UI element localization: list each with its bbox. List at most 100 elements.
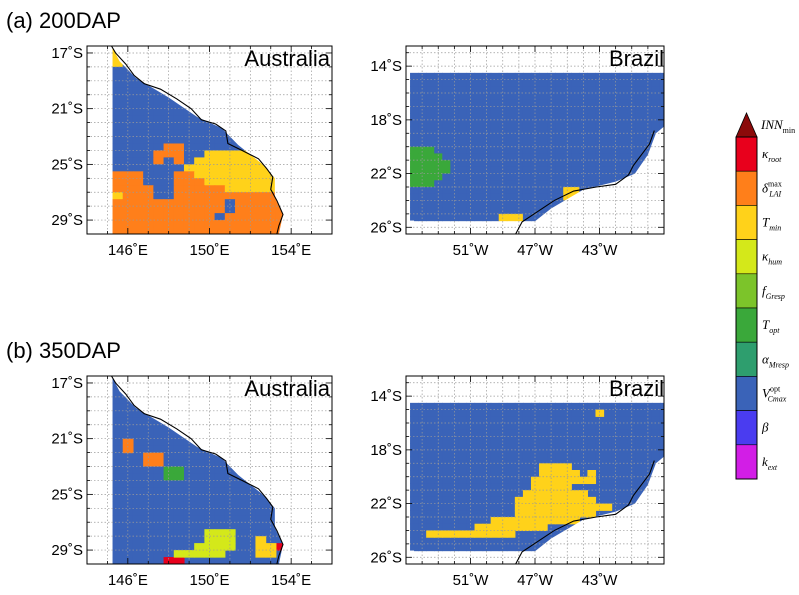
grid-cell [418, 173, 427, 181]
grid-cell [132, 459, 144, 468]
grid-cell [122, 136, 134, 145]
grid-cell [490, 543, 500, 552]
grid-cell [153, 536, 165, 544]
grid-cell [506, 153, 516, 161]
grid-cell [426, 463, 435, 471]
grid-cell [587, 423, 597, 431]
grid-cell [410, 207, 419, 215]
grid-cell [458, 140, 468, 148]
grid-cell [163, 220, 175, 228]
grid-cell [603, 140, 613, 148]
grid-cell [163, 536, 175, 544]
grid-cell [522, 537, 532, 545]
grid-cell [163, 171, 175, 179]
grid-cell [214, 529, 226, 537]
grid-cell [122, 192, 134, 200]
grid-cell [235, 515, 246, 523]
grid-cell [163, 129, 175, 138]
grid-cell [474, 402, 484, 411]
grid-cell [132, 108, 144, 117]
grid-cell [547, 402, 556, 411]
grid-cell [498, 470, 508, 478]
grid-cell [153, 136, 165, 145]
grid-cell [490, 213, 500, 222]
grid-cell [619, 449, 629, 458]
y-tick-label: 18˚S [370, 442, 402, 459]
grid-cell [595, 86, 605, 94]
grid-cell [132, 473, 144, 482]
grid-cell [410, 153, 419, 161]
grid-cell [255, 206, 267, 214]
grid-cell [418, 503, 427, 511]
grid-cell [358, 192, 369, 200]
grid-cell [426, 133, 435, 141]
grid-cell [514, 133, 524, 141]
grid-cell [418, 140, 427, 148]
grid-cell [611, 490, 621, 498]
grid-cell [595, 402, 605, 411]
grid-cell [245, 515, 257, 523]
grid-cell [474, 530, 484, 538]
grid-cell [603, 490, 613, 498]
grid-cell [183, 550, 195, 558]
grid-cell [490, 402, 500, 411]
grid-cell [194, 550, 205, 558]
grid-cell [163, 136, 175, 145]
grid-cell [143, 136, 154, 145]
y-tick-label: 18˚S [370, 112, 402, 129]
grid-cell [235, 150, 246, 159]
grid-cell [204, 192, 216, 200]
grid-cell [659, 416, 664, 424]
grid-cell [442, 207, 451, 215]
grid-cell [611, 470, 621, 478]
grid-cell [603, 496, 613, 505]
grid-cell [173, 199, 185, 207]
grid-cell [506, 86, 516, 94]
grid-cell [514, 416, 524, 424]
grid-cell [153, 192, 165, 200]
grid-cell [474, 423, 484, 431]
grid-cell [482, 476, 492, 485]
grid-cell [619, 79, 629, 87]
grid-cell [563, 503, 572, 511]
grid-cell [474, 463, 484, 471]
grid-cell [173, 115, 185, 124]
grid-cell [194, 466, 205, 475]
grid-cell [255, 220, 267, 228]
grid-cell [579, 166, 589, 175]
grid-cell [603, 113, 613, 121]
grid-cell [458, 72, 468, 81]
grid-cell [122, 438, 134, 447]
grid-cell [458, 523, 468, 532]
grid-cell [547, 166, 556, 175]
grid-cell [555, 456, 564, 464]
grid-cell [426, 79, 435, 87]
grid-cell [194, 494, 205, 502]
grid-cell [522, 146, 532, 155]
grid-cell [173, 473, 185, 482]
grid-cell [547, 470, 556, 478]
grid-cell [506, 180, 516, 188]
grid-cell [434, 496, 443, 505]
grid-cell [183, 557, 195, 564]
grid-cell [265, 557, 277, 564]
grid-cell [555, 140, 564, 148]
grid-cell [426, 193, 435, 202]
grid-cell [619, 436, 629, 444]
grid-cell [442, 213, 451, 222]
grid-cell [224, 136, 236, 145]
grid-cell [153, 494, 165, 502]
grid-cell [410, 200, 419, 208]
grid-cell [571, 436, 580, 444]
grid-cell [506, 207, 516, 215]
grid-cell [587, 476, 597, 485]
grid-cell [539, 537, 548, 545]
grid-cell [112, 445, 124, 454]
colorbar-top-label: INNmin [760, 117, 795, 135]
grid-cell [337, 220, 348, 228]
grid-cell [245, 508, 257, 516]
grid-cell [530, 476, 540, 485]
grid-cell [514, 490, 524, 498]
grid-cell [183, 529, 195, 537]
grid-cell [153, 543, 165, 551]
